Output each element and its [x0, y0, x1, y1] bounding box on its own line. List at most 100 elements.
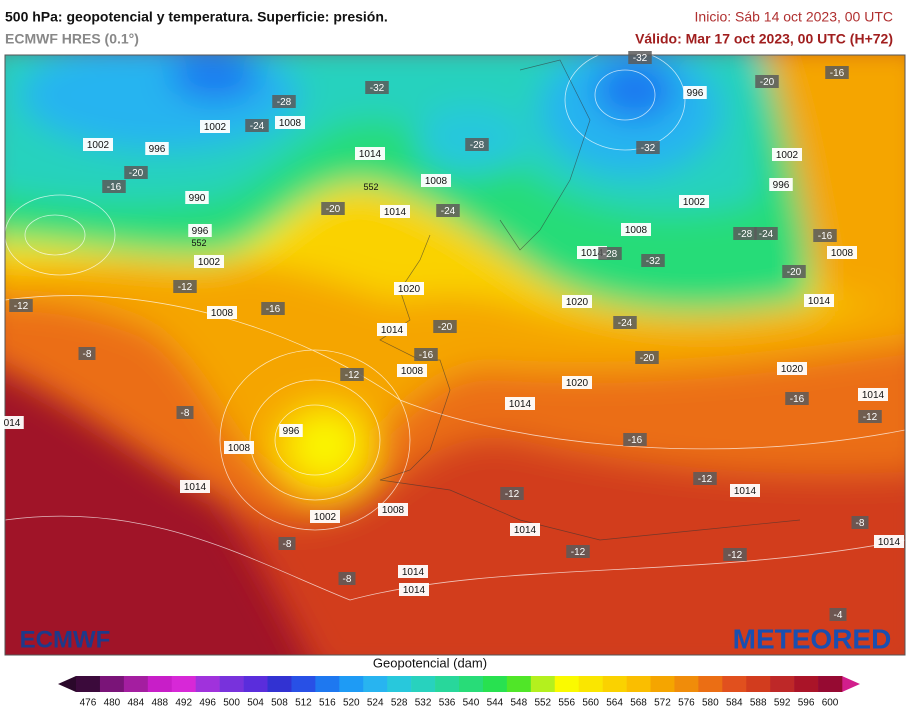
legend-tick-label: 484: [128, 698, 145, 709]
pressure-label: 996: [283, 426, 300, 437]
pressure-label-box: [310, 510, 340, 523]
temp-label: -24: [441, 206, 456, 217]
legend-extend-high: [842, 676, 860, 692]
pressure-label-box: [185, 191, 209, 204]
temp-label-box: [623, 433, 647, 446]
pressure-label-box: [200, 120, 230, 133]
legend-swatch: [339, 676, 364, 692]
temp-label: -12: [345, 370, 360, 381]
legend-tick-label: 476: [80, 698, 97, 709]
pressure-label: 1014: [184, 482, 207, 493]
temp-label: -24: [618, 318, 633, 329]
temp-label-box: [124, 166, 148, 179]
legend-swatch: [76, 676, 101, 692]
temp-label: -32: [646, 256, 661, 267]
temp-label: -28: [603, 249, 618, 260]
temp-label-box: [635, 351, 659, 364]
legend-swatch: [243, 676, 268, 692]
pressure-label: 1008: [625, 225, 648, 236]
legend-swatch: [195, 676, 220, 692]
legend-tick-label: 524: [367, 698, 384, 709]
legend-swatch: [435, 676, 460, 692]
legend-tick-label: 588: [750, 698, 767, 709]
legend-swatch: [506, 676, 532, 692]
title: 500 hPa: geopotencial y temperatura. Sup…: [5, 9, 388, 25]
pressure-label-box: [394, 282, 424, 295]
pressure-label: 1020: [566, 378, 589, 389]
pressure-label: 1014: [359, 149, 382, 160]
pressure-label: 996: [687, 88, 704, 99]
legend-tick-label: 548: [511, 698, 528, 709]
temp-label: -16: [419, 350, 434, 361]
pressure-label: 996: [773, 180, 790, 191]
legend-tick-label: 584: [726, 698, 743, 709]
pressure-label: 1008: [425, 176, 448, 187]
legend-swatch: [794, 676, 819, 692]
legend-swatch: [722, 676, 747, 692]
pressure-label-box: [275, 116, 305, 129]
model: ECMWF HRES (0.1°): [5, 31, 139, 47]
temp-label: -8: [283, 539, 292, 550]
pressure-label-box: [180, 480, 210, 493]
temp-label: -12: [698, 474, 713, 485]
temp-label-box: [465, 138, 489, 151]
pressure-label: 552: [363, 182, 378, 192]
temp-label: -20: [640, 353, 655, 364]
map: [5, 55, 905, 655]
legend-tick-label: 596: [798, 698, 815, 709]
legend-tick-label: 580: [702, 698, 719, 709]
pressure-label: 1014: [878, 537, 901, 548]
pressure-label: 1014: [403, 585, 426, 596]
temp-label: -12: [728, 550, 743, 561]
temp-label: -12: [14, 301, 29, 312]
legend-title: Geopotencial (dam): [373, 655, 487, 670]
temp-label: -28: [738, 229, 753, 240]
legend-tick-label: 532: [415, 698, 432, 709]
legend-tick-label: 572: [654, 698, 671, 709]
pressure-label-box: [505, 397, 535, 410]
temp-label-box: [723, 548, 747, 561]
temp-label: -4: [834, 610, 843, 621]
temp-label: -12: [505, 489, 520, 500]
pressure-label-box: [510, 523, 540, 536]
pressure-label-box: [207, 306, 237, 319]
temp-label: -20: [129, 168, 144, 179]
legend-tick-label: 496: [199, 698, 216, 709]
pressure-label: 1014: [509, 399, 532, 410]
temp-label-box: [9, 299, 33, 312]
legend-swatch: [411, 676, 436, 692]
legend-tick-label: 600: [822, 698, 839, 709]
legend-tick-label: 536: [439, 698, 456, 709]
legend-swatch: [770, 676, 795, 692]
pressure-label-box: [398, 565, 428, 578]
temp-label-box: [641, 254, 665, 267]
temp-label-box: [500, 487, 524, 500]
pressure-label: 1008: [382, 505, 405, 516]
temp-label-box: [613, 316, 637, 329]
legend-tick-label: 492: [175, 698, 192, 709]
legend-tick-label: 512: [295, 698, 312, 709]
pressure-label: 1020: [566, 297, 589, 308]
legend-tick-label: 504: [247, 698, 264, 709]
temp-label-box: [436, 204, 460, 217]
pressure-label: 1014: [402, 567, 425, 578]
legend-tick-label: 528: [391, 698, 408, 709]
pressure-label: 996: [192, 226, 209, 237]
temp-label-box: [102, 180, 126, 193]
legend-swatch: [626, 676, 651, 692]
temp-label-box: [782, 265, 806, 278]
legend-tick-label: 516: [319, 698, 336, 709]
temp-label: -28: [470, 140, 485, 151]
legend-swatch: [482, 676, 508, 692]
temp-label-box: [851, 516, 869, 529]
pressure-label-box: [679, 195, 709, 208]
legend-tick-label: 540: [463, 698, 480, 709]
pressure-label-box: [397, 364, 427, 377]
legend-tick-label: 556: [558, 698, 575, 709]
temp-label: -32: [370, 83, 385, 94]
temp-label-box: [858, 410, 882, 423]
pressure-label-box: [83, 138, 113, 151]
temp-label-box: [278, 537, 296, 550]
pressure-label-box: [377, 323, 407, 336]
temp-label: -20: [438, 322, 453, 333]
